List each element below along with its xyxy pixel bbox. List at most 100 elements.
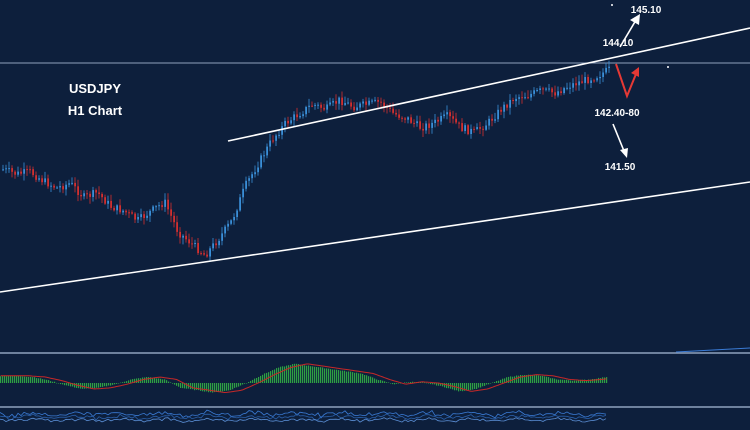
macd-pane	[0, 363, 608, 394]
macd-bar	[366, 375, 368, 383]
macd-bar	[478, 383, 480, 388]
candle-body	[233, 217, 235, 221]
macd-bar	[56, 382, 58, 384]
macd-signal-line	[0, 363, 607, 394]
macd-bar	[370, 376, 372, 383]
candle-body	[53, 185, 55, 188]
macd-bar	[462, 383, 464, 392]
candle-body	[158, 205, 160, 207]
candle-body	[548, 88, 550, 90]
macd-bar	[334, 369, 336, 383]
macd-bar	[94, 383, 96, 389]
macd-bar	[446, 383, 448, 389]
macd-bar	[502, 378, 504, 383]
candle-body	[464, 125, 466, 131]
macd-bar	[8, 375, 10, 383]
candle-body	[14, 171, 16, 175]
candle-body	[203, 253, 205, 255]
macd-bar	[340, 370, 342, 383]
macd-bar	[236, 383, 238, 388]
macd-bar	[374, 378, 376, 383]
indicator-edge-line	[675, 347, 750, 353]
macd-bar	[528, 374, 530, 383]
macd-bar	[312, 366, 314, 383]
macd-bar	[600, 378, 602, 383]
candle-body	[569, 87, 571, 89]
macd-bar	[176, 383, 178, 386]
candle-body	[398, 114, 400, 118]
macd-bar	[434, 383, 436, 385]
macd-bar	[346, 371, 348, 383]
candle-body	[407, 117, 409, 120]
macd-bar	[316, 367, 318, 383]
macd-bar	[394, 383, 396, 385]
macd-bar	[172, 383, 174, 384]
macd-bar	[32, 377, 34, 383]
candle-body	[320, 104, 322, 108]
macd-bar	[400, 383, 402, 384]
candle-body	[566, 87, 568, 89]
macd-bar	[252, 379, 254, 383]
candle-body	[350, 102, 352, 107]
macd-bar	[598, 377, 600, 383]
macd-bar	[266, 372, 268, 383]
candle-body	[152, 206, 154, 211]
candle-body	[131, 212, 133, 214]
macd-bar	[264, 373, 266, 383]
candle-body	[281, 126, 283, 135]
candle-body	[68, 183, 70, 185]
macd-bar	[518, 375, 520, 383]
macd-bar	[290, 365, 292, 383]
candle-body	[257, 167, 259, 173]
macd-bar	[12, 375, 14, 383]
macd-bar	[532, 375, 534, 383]
candle-body	[71, 182, 73, 184]
candle-body	[137, 217, 139, 220]
macd-bar	[174, 383, 176, 385]
macd-bar	[332, 369, 334, 383]
macd-bar	[516, 375, 518, 383]
candle-body	[302, 114, 304, 117]
macd-bar	[234, 383, 236, 388]
macd-bar	[272, 370, 274, 383]
candle-body	[323, 107, 325, 110]
macd-bar	[258, 377, 260, 383]
marker-dot	[667, 66, 669, 68]
macd-bar	[46, 379, 48, 383]
candle-body	[482, 128, 484, 130]
candle-body	[446, 112, 448, 115]
macd-bar	[202, 383, 204, 392]
macd-bar	[34, 377, 36, 383]
candle-body	[182, 235, 184, 238]
macd-bar	[152, 377, 154, 383]
macd-bar	[100, 383, 102, 388]
macd-bar	[248, 382, 250, 383]
macd-bar	[508, 376, 510, 383]
candle-body	[581, 81, 583, 83]
candle-body	[65, 184, 67, 190]
macd-bar	[96, 383, 98, 388]
macd-bar	[336, 369, 338, 383]
macd-bar	[178, 383, 180, 387]
macd-bar	[426, 382, 428, 384]
macd-bar	[294, 363, 296, 383]
candle-body	[410, 117, 412, 123]
candle-body	[359, 103, 361, 108]
candle-body	[8, 168, 10, 170]
candle-body	[506, 104, 508, 108]
macd-bar	[224, 383, 226, 391]
macd-bar	[156, 378, 158, 383]
macd-bar	[568, 380, 570, 383]
candle-body	[248, 178, 250, 181]
macd-bar	[134, 378, 136, 383]
candle-body	[86, 193, 88, 195]
candle-body	[512, 100, 514, 101]
macd-bar	[526, 375, 528, 383]
macd-bar	[522, 375, 524, 383]
macd-bar	[520, 375, 522, 383]
candle-body	[326, 104, 328, 110]
candle-body	[578, 81, 580, 86]
macd-bar	[16, 375, 18, 383]
candle-body	[26, 169, 28, 171]
candle-body	[368, 100, 370, 105]
